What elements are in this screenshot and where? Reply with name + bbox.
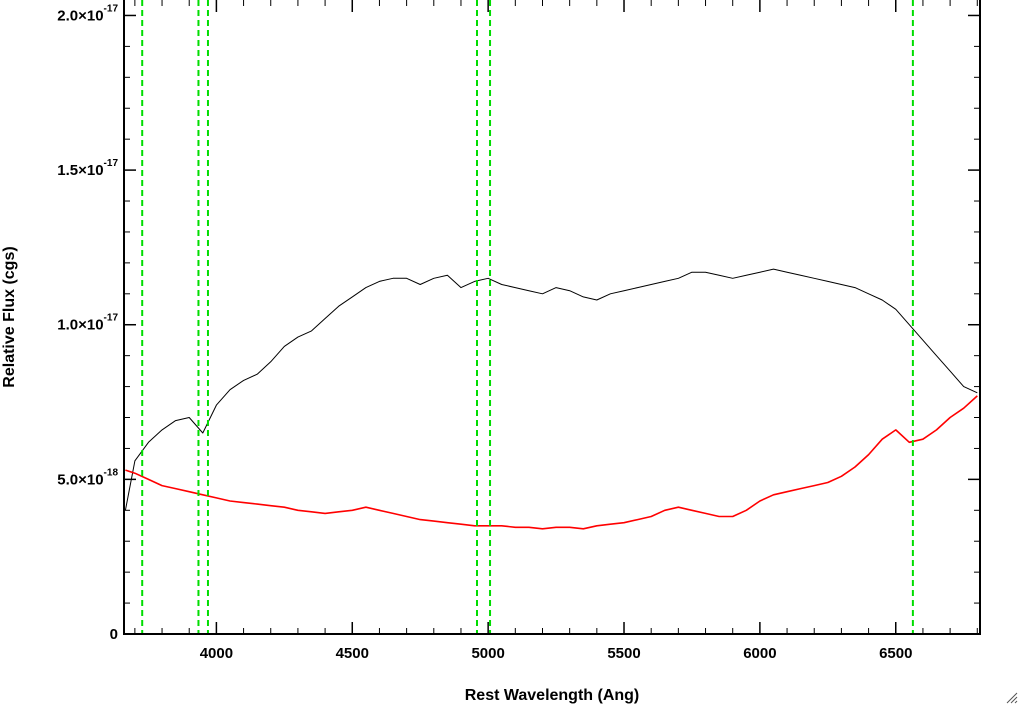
model-spectrum-line bbox=[125, 395, 978, 530]
y-tick-label: 1.0×10-17 bbox=[57, 313, 118, 334]
x-tick-label: 5000 bbox=[471, 645, 504, 662]
plot-area bbox=[124, 0, 978, 634]
y-tick-label: 5.0×10-18 bbox=[57, 467, 118, 488]
x-tick-label: 4000 bbox=[200, 645, 233, 662]
y-tick-exponent: -17 bbox=[104, 158, 119, 169]
y-tick-exponent: -17 bbox=[104, 3, 119, 14]
x-tick-label: 6500 bbox=[879, 645, 912, 662]
y-tick-label: 1.5×10-17 bbox=[57, 158, 118, 179]
y-tick-exponent: -18 bbox=[104, 467, 119, 478]
y-axis-label: Relative Flux (cgs) bbox=[1, 246, 18, 387]
x-axis-label: Rest Wavelength (Ang) bbox=[465, 687, 640, 704]
plot-frame bbox=[123, 0, 981, 635]
y-tick-label: 0 bbox=[110, 626, 118, 643]
x-tick-label: 4500 bbox=[336, 645, 369, 662]
axis-ticks: 4000 4500 5000 5500 6000 6500 0 5.0×10-18 1.0×10… bbox=[57, 0, 980, 662]
observed-spectrum-line bbox=[124, 268, 978, 511]
x-tick-label: 5500 bbox=[607, 645, 640, 662]
y-tick-label: 2.0×10-17 bbox=[57, 3, 118, 24]
x-tick-label: 6000 bbox=[743, 645, 776, 662]
resize-grip-icon[interactable] bbox=[1004, 690, 1018, 704]
y-tick-exponent: -17 bbox=[104, 313, 119, 324]
